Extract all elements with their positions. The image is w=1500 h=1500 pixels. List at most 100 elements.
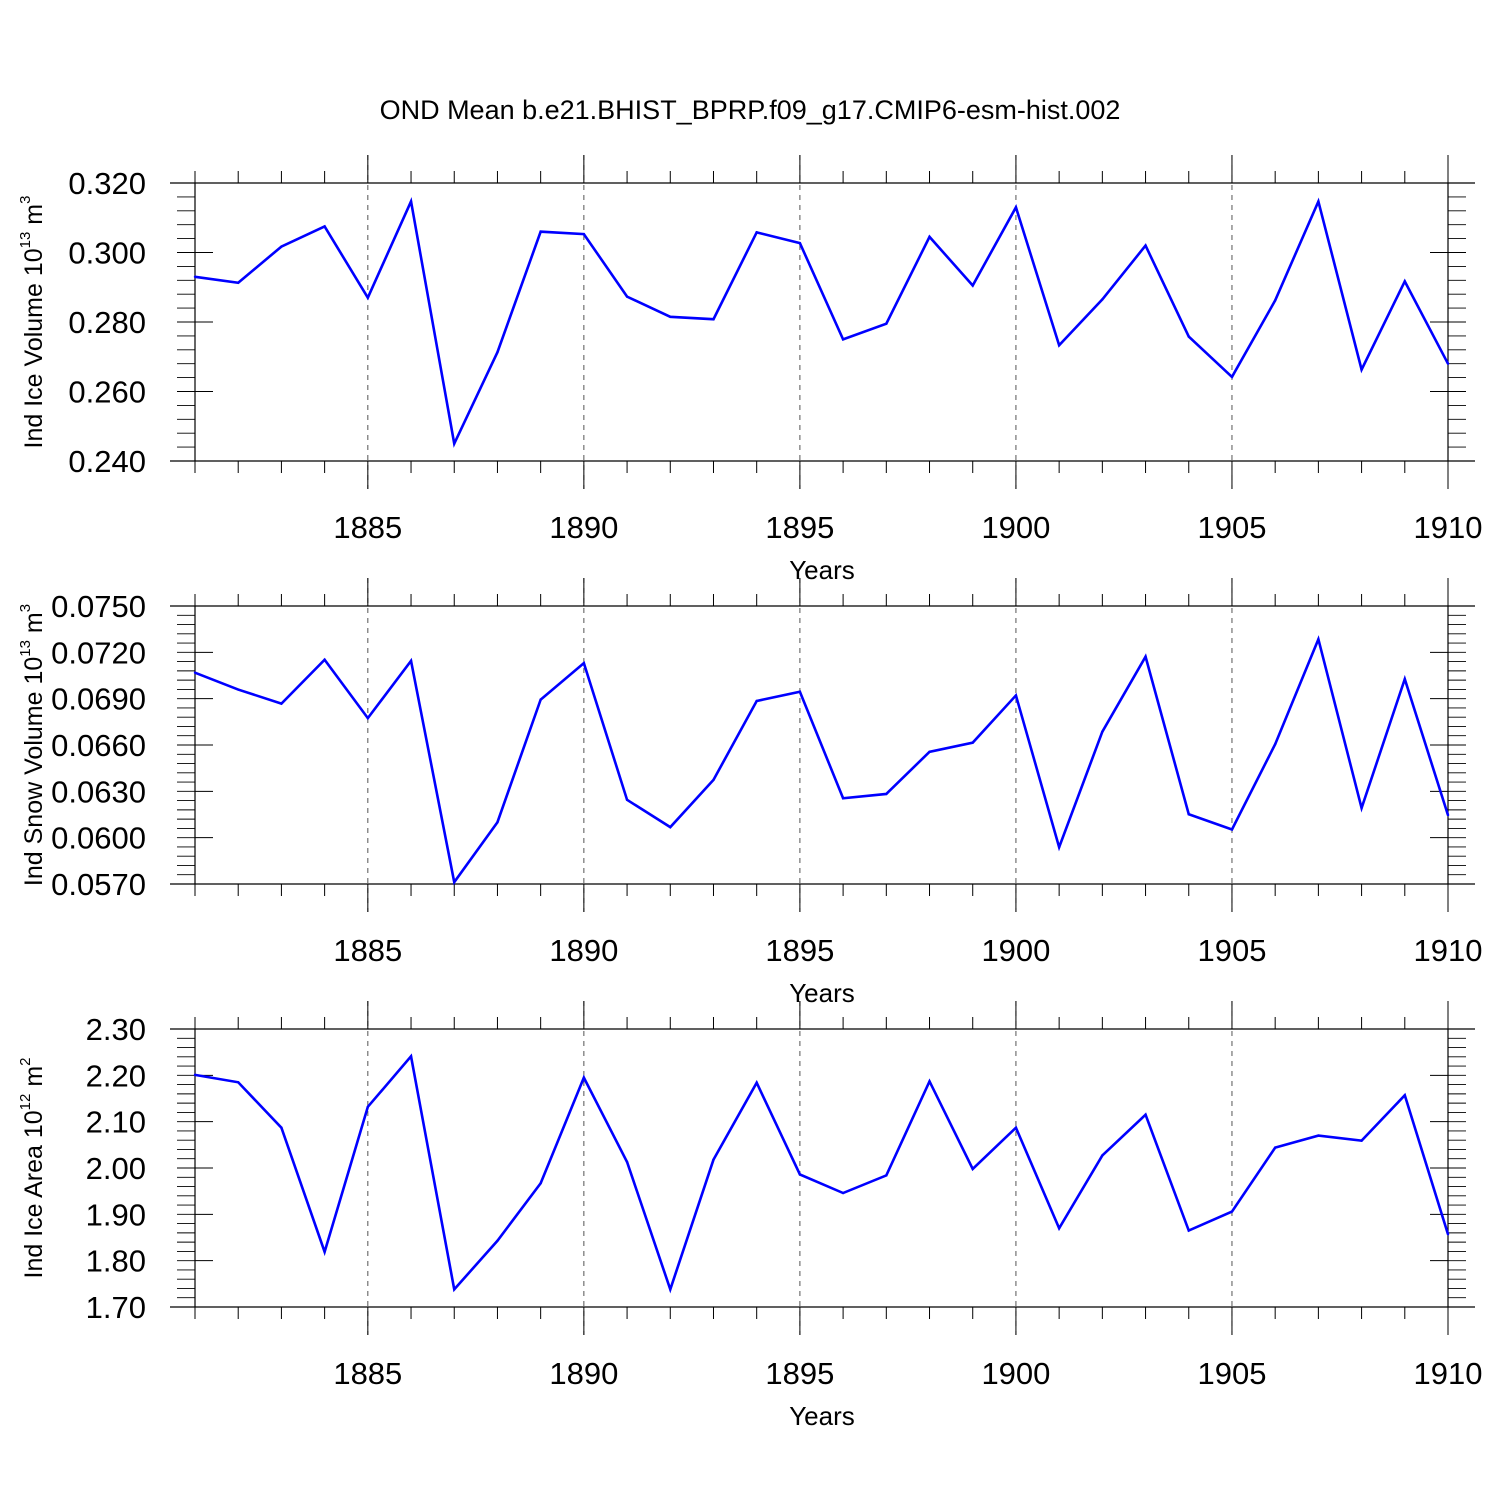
data-point <box>971 1167 974 1171</box>
data-point <box>323 1250 326 1254</box>
data-point <box>669 825 672 829</box>
data-point <box>237 1081 240 1084</box>
data-point <box>280 245 283 248</box>
y-tick-label: 0.320 <box>68 166 146 201</box>
data-point <box>539 1182 542 1185</box>
data-point <box>798 690 802 693</box>
data-point <box>928 235 931 239</box>
panel-2: 0.0750 0.0720 0.0690 0.0660 0.0630 0.0600 0.05… <box>17 578 1482 1008</box>
x-axis-label: Years <box>789 1401 855 1431</box>
data-point <box>1014 1126 1018 1129</box>
y-axis-label-unit-exponent: 3 <box>17 604 34 612</box>
data-point <box>409 1055 413 1058</box>
x-tick-label: 1885 <box>333 1356 402 1391</box>
data-point <box>366 296 370 299</box>
y-axis-label-main: Ind Snow Volume 10 <box>20 657 48 886</box>
data-point <box>1403 280 1406 283</box>
x-tick-label: 1890 <box>549 510 618 545</box>
x-tick-label: 1905 <box>1197 510 1266 545</box>
data-point <box>971 284 974 287</box>
data-point <box>366 716 370 720</box>
data-point <box>280 1126 283 1129</box>
y-tick-label: 0.240 <box>68 444 146 479</box>
data-point <box>1446 362 1450 365</box>
y-tick-label: 0.0690 <box>51 682 146 717</box>
data-point <box>1144 244 1147 247</box>
data-point <box>193 671 197 674</box>
y-tick-label: 2.20 <box>86 1058 146 1093</box>
data-point <box>625 295 629 298</box>
data-point <box>453 442 456 445</box>
data-point <box>496 821 499 824</box>
data-point <box>1187 335 1190 338</box>
data-point <box>669 315 672 318</box>
y-tick-label: 2.00 <box>86 1151 146 1186</box>
data-point <box>712 778 715 782</box>
data-point <box>1446 1233 1450 1236</box>
series-line <box>194 197 1450 448</box>
y-tick-label: 2.30 <box>86 1012 146 1047</box>
x-tick-label: 1895 <box>765 1356 834 1391</box>
data-point <box>1273 1146 1277 1149</box>
y-tick-label: 0.0570 <box>51 867 146 902</box>
data-point <box>1273 299 1277 302</box>
data-point <box>1057 846 1061 849</box>
data-point <box>1317 638 1320 641</box>
data-point <box>1014 694 1018 697</box>
data-point <box>1230 828 1234 831</box>
x-tick-label: 1900 <box>981 933 1050 968</box>
y-tick-label: 0.0750 <box>51 589 146 624</box>
data-point <box>582 661 586 665</box>
y-tick-label: 0.260 <box>68 375 146 410</box>
data-point <box>193 1073 197 1077</box>
x-tick-label: 1910 <box>1414 1356 1483 1391</box>
data-point <box>971 741 974 744</box>
y-tick-label: 0.0600 <box>51 821 146 856</box>
x-tick-label: 1885 <box>333 933 402 968</box>
data-point <box>1101 298 1104 301</box>
data-point <box>409 200 413 203</box>
data-point <box>1273 743 1277 746</box>
data-point <box>1014 206 1018 209</box>
data-point <box>1230 375 1234 379</box>
data-point <box>1144 655 1147 658</box>
y-tick-label: 0.0660 <box>51 728 146 763</box>
data-point <box>1360 368 1363 371</box>
data-point <box>885 322 888 325</box>
data-point <box>1144 1113 1147 1116</box>
x-tick-label: 1895 <box>765 933 834 968</box>
x-tick-label: 1910 <box>1414 933 1483 968</box>
data-point <box>755 1081 758 1084</box>
data-point <box>928 750 931 753</box>
data-point <box>841 338 845 341</box>
data-point <box>712 1158 715 1161</box>
x-tick-label: 1890 <box>549 1356 618 1391</box>
y-tick-label: 2.10 <box>86 1105 146 1140</box>
data-point <box>539 230 542 233</box>
y-axis-label-exponent: 12 <box>17 1094 34 1111</box>
data-point <box>366 1105 370 1109</box>
x-tick-label: 1885 <box>333 510 402 545</box>
y-axis-label: Ind Ice Volume 1013 m3 <box>17 196 48 449</box>
data-point <box>625 1160 629 1164</box>
y-axis-label-unit-exponent: 3 <box>17 196 34 204</box>
x-tick-label: 1910 <box>1414 510 1483 545</box>
data-point <box>798 241 802 245</box>
data-point <box>409 659 413 663</box>
data-point <box>582 1076 586 1079</box>
y-axis-label-exponent: 13 <box>17 232 34 249</box>
x-tick-label: 1905 <box>1197 1356 1266 1391</box>
data-point <box>496 1239 499 1242</box>
data-point <box>1101 730 1104 733</box>
y-axis-label-unit: m <box>20 1066 48 1094</box>
data-point <box>1057 344 1061 347</box>
data-point <box>928 1080 931 1083</box>
data-point <box>323 658 326 661</box>
x-tick-label: 1900 <box>981 1356 1050 1391</box>
data-point <box>1403 1094 1406 1097</box>
y-axis-label: Ind Snow Volume 1013 m3 <box>17 604 48 886</box>
series-line <box>194 1053 1450 1294</box>
y-tick-label: 0.0630 <box>51 774 146 809</box>
y-axis-label-main: Ind Ice Area 10 <box>20 1110 48 1278</box>
panel-3: 2.30 2.20 2.10 2.00 1.90 1.80 1.70 1885 1890 1895… <box>17 1001 1482 1431</box>
